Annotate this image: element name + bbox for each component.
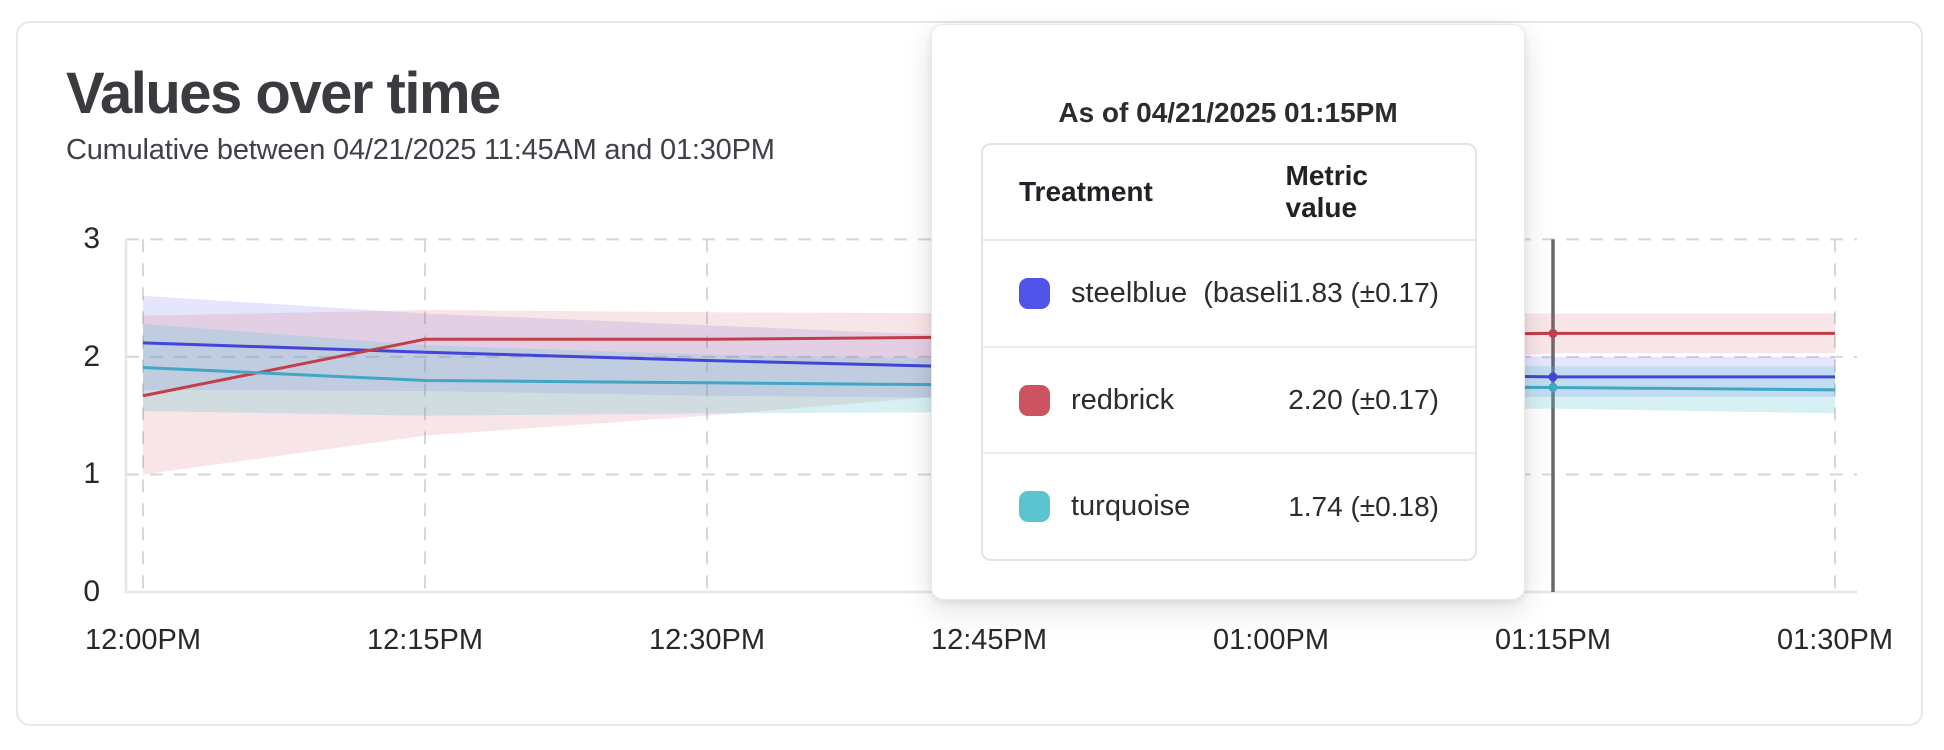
x-tick-label: 01:15PM [1494,624,1612,656]
chart-subtitle: Cumulative between 04/21/2025 11:45AM an… [66,134,775,166]
tooltip-row-turquoise: turquoise 1.74 (±0.18) [983,454,1475,559]
metric-value: 1.74 (±0.18) [1288,490,1439,522]
y-tick-label: 2 [83,339,100,373]
chart-title: Values over time [66,61,501,126]
metric-value: 2.20 (±0.17) [1288,384,1439,415]
metric-value: 1.83 (±0.17) [1288,277,1439,309]
treatment-label: steelblue (baseli [1071,276,1289,309]
turquoise-swatch-icon [1019,491,1050,523]
x-tick-label: 01:30PM [1776,624,1894,656]
hover-point-turquoise [1548,382,1558,392]
tooltip-title: As of 04/21/2025 01:15PM [1058,97,1398,128]
x-tick-label: 12:15PM [366,624,484,656]
hover-point-steelblue [1548,372,1558,382]
tooltip-row-steelblue: steelblue (baseli 1.83 (±0.17) [983,241,1475,348]
column-header-treatment: Treatment [1019,176,1153,207]
steelblue-swatch-icon [1019,277,1050,309]
x-tick-label: 12:30PM [648,624,766,656]
chart-tooltip: As of 04/21/2025 01:15PM Treatment Metri… [931,24,1525,600]
y-tick-label: 0 [83,575,100,608]
hover-point-redbrick [1548,328,1558,338]
tooltip-table: Treatment Metric value steelblue (baseli… [981,143,1477,561]
tooltip-table-header: Treatment Metric value [983,145,1475,241]
treatment-label: turquoise [1071,490,1191,523]
x-tick-label: 12:00PM [84,624,202,656]
column-header-metric-value: Metric value [1285,160,1368,223]
redbrick-swatch-icon [1019,384,1050,416]
tooltip-row-redbrick: redbrick 2.20 (±0.17) [983,348,1475,455]
x-tick-label: 12:45PM [930,624,1048,656]
x-tick-label: 01:00PM [1212,624,1330,656]
y-tick-label: 3 [83,222,100,256]
y-tick-label: 1 [83,457,100,491]
treatment-label: redbrick [1071,383,1175,416]
